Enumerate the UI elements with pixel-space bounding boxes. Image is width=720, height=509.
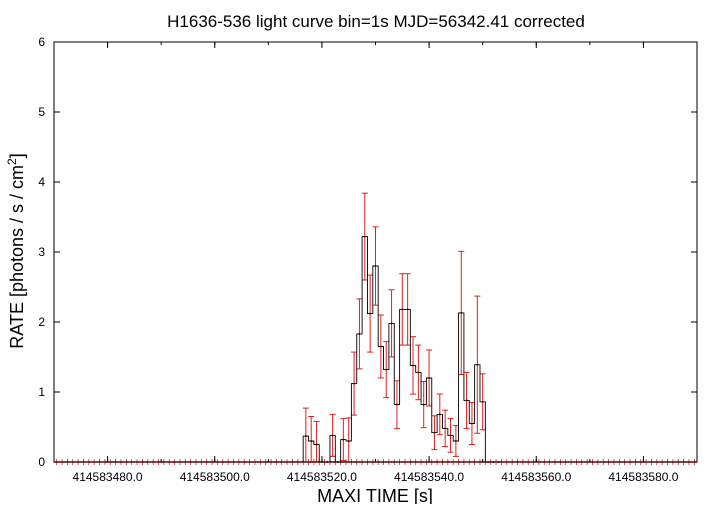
x-axis-title: MAXI TIME [s] bbox=[317, 486, 433, 504]
x-tick-label: 414583540.0 bbox=[394, 470, 464, 484]
x-tick-label: 414583560.0 bbox=[501, 470, 571, 484]
data-point bbox=[342, 438, 345, 441]
data-point bbox=[438, 413, 441, 416]
y-axis-title-superscript: 2 bbox=[5, 158, 19, 165]
y-tick-label: 0 bbox=[38, 455, 45, 469]
data-point bbox=[385, 368, 388, 371]
data-point bbox=[331, 434, 334, 437]
x-tick-label: 414583500.0 bbox=[180, 470, 250, 484]
data-point bbox=[374, 265, 377, 267]
data-point bbox=[481, 400, 484, 403]
data-point bbox=[347, 440, 350, 442]
data-point bbox=[315, 443, 318, 446]
data-point bbox=[449, 434, 452, 437]
data-point bbox=[465, 399, 468, 402]
data-point bbox=[476, 363, 479, 366]
y-axis: 0 1 2 3 4 5 6 bbox=[38, 35, 697, 469]
data-point bbox=[396, 403, 398, 406]
x-tick-label: 414583580.0 bbox=[608, 470, 678, 484]
data-point bbox=[369, 312, 372, 315]
data-point bbox=[379, 345, 382, 348]
y-axis-title-suffix: ] bbox=[7, 153, 27, 158]
y-tick-label: 5 bbox=[38, 105, 45, 119]
y-tick-label: 6 bbox=[38, 35, 45, 49]
x-axis: 414583480.0 414583500.0 414583520.0 4145835… bbox=[53, 42, 698, 484]
y-axis-title: RATE [photons / s / cm2] bbox=[5, 153, 27, 348]
y-tick-label: 3 bbox=[38, 245, 45, 259]
data-point bbox=[433, 431, 436, 434]
data-point bbox=[454, 440, 457, 442]
data-point bbox=[358, 333, 361, 335]
data-point bbox=[310, 440, 313, 442]
data-point bbox=[412, 364, 414, 367]
y-tick-label: 1 bbox=[38, 385, 45, 399]
data-point bbox=[406, 308, 409, 311]
data-point bbox=[444, 427, 447, 430]
y-tick-label: 4 bbox=[38, 175, 45, 189]
chart-title: H1636-536 light curve bin=1s MJD=56342.4… bbox=[167, 12, 585, 31]
data-point bbox=[471, 422, 473, 425]
data-point bbox=[460, 312, 463, 314]
data-point bbox=[417, 371, 420, 374]
data-point bbox=[422, 403, 425, 406]
x-tick-label: 414583520.0 bbox=[287, 470, 357, 484]
rate-step-line bbox=[302, 236, 502, 463]
data-point bbox=[304, 435, 307, 437]
data-point bbox=[363, 235, 366, 238]
data-point bbox=[401, 308, 404, 311]
x-tick-label: 414583480.0 bbox=[73, 470, 143, 484]
y-axis-title-main: RATE [photons / s / cm bbox=[7, 165, 27, 349]
data-point bbox=[390, 322, 393, 325]
data-point bbox=[353, 382, 355, 385]
data-point bbox=[428, 377, 430, 379]
y-tick-label: 2 bbox=[38, 315, 45, 329]
